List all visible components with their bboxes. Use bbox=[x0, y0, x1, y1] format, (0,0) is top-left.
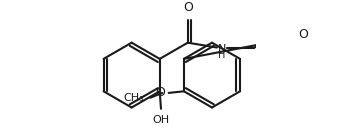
Text: OH: OH bbox=[153, 115, 170, 125]
Text: O: O bbox=[298, 28, 308, 41]
Text: O: O bbox=[183, 1, 193, 14]
Text: O: O bbox=[156, 86, 165, 99]
Text: H: H bbox=[218, 50, 225, 60]
Text: CH₃: CH₃ bbox=[124, 93, 144, 103]
Text: N: N bbox=[218, 44, 226, 55]
